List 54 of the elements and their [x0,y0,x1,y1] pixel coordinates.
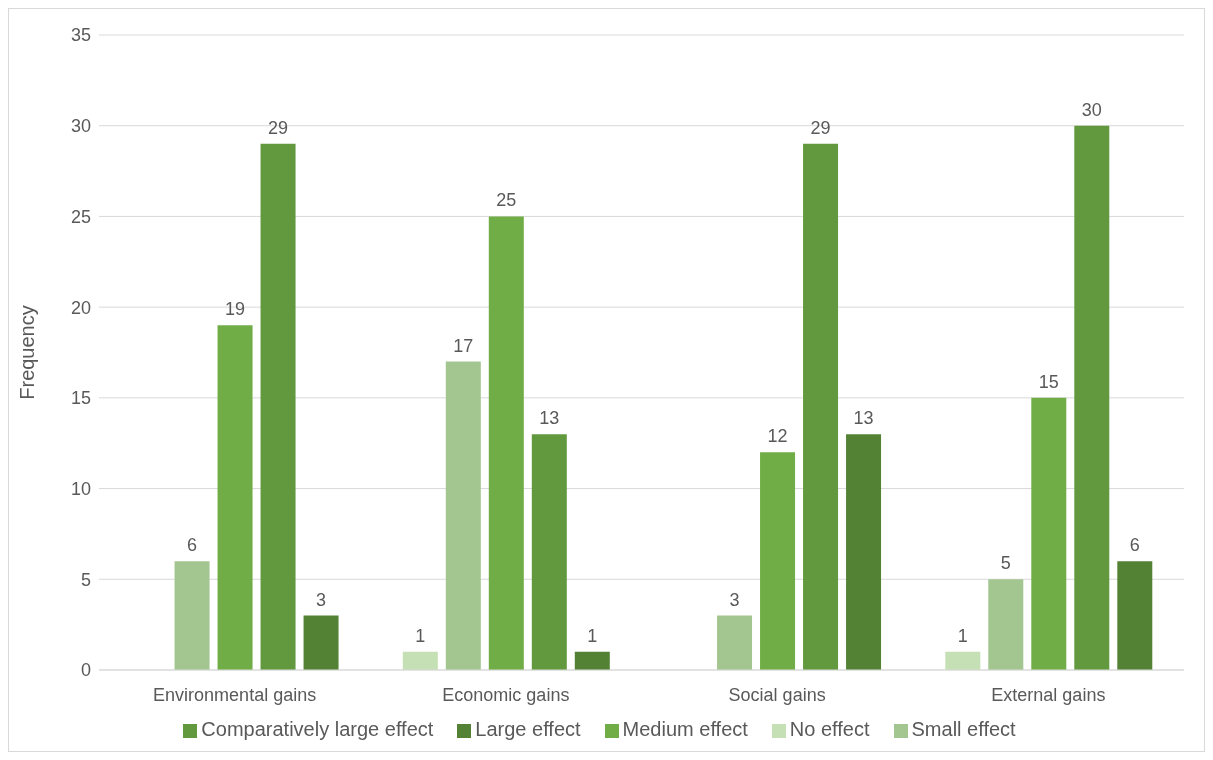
bar [303,615,339,670]
data-label: 29 [810,117,831,138]
data-label: 15 [1038,371,1059,392]
bar [445,361,481,670]
data-label: 1 [957,625,968,646]
legend-label: Medium effect [622,718,748,740]
x-tick-label: External gains [991,684,1106,705]
legend-label: Large effect [475,718,581,740]
bar [402,651,438,670]
legend-label: Small effect [911,718,1016,740]
bar [803,143,839,670]
bar [260,143,296,670]
x-tick-label: Social gains [728,684,826,705]
bar [1117,561,1153,670]
data-label: 12 [767,426,788,447]
data-label: 19 [225,299,246,320]
legend-label: Comparatively large effect [201,718,434,740]
x-tick-label: Environmental gains [153,684,317,705]
data-label: 25 [496,190,517,211]
data-label: 3 [316,589,327,610]
bar [488,216,524,670]
legend-label: No effect [789,718,870,740]
y-tick-label: 10 [70,478,91,499]
y-tick-label: 35 [70,25,91,46]
bar [1031,397,1067,670]
bar [988,579,1024,670]
data-label: 1 [415,625,426,646]
y-tick-label: 30 [70,116,91,137]
data-label: 17 [453,335,474,356]
bar [574,651,610,670]
bar [531,434,567,670]
bar [717,615,753,670]
y-tick-label: 20 [70,297,91,318]
bar [1074,125,1110,670]
bar [945,651,981,670]
y-tick-label: 0 [80,660,91,681]
data-label: 13 [853,408,874,429]
y-tick-label: 5 [80,569,91,590]
y-tick-label: 15 [70,388,91,409]
bar [846,434,882,670]
data-label: 5 [1000,553,1011,574]
bar [174,561,210,670]
data-label: 6 [1129,535,1140,556]
y-tick-label: 25 [70,206,91,227]
bar [217,325,253,670]
data-label: 6 [187,535,198,556]
data-label: 1 [587,625,598,646]
data-label: 29 [268,117,289,138]
data-label: 30 [1081,99,1102,120]
data-label: 13 [539,408,560,429]
data-label: 3 [729,589,740,610]
bar [760,452,796,670]
y-axis-title: Frequency [16,305,39,400]
x-tick-label: Economic gains [442,684,570,705]
